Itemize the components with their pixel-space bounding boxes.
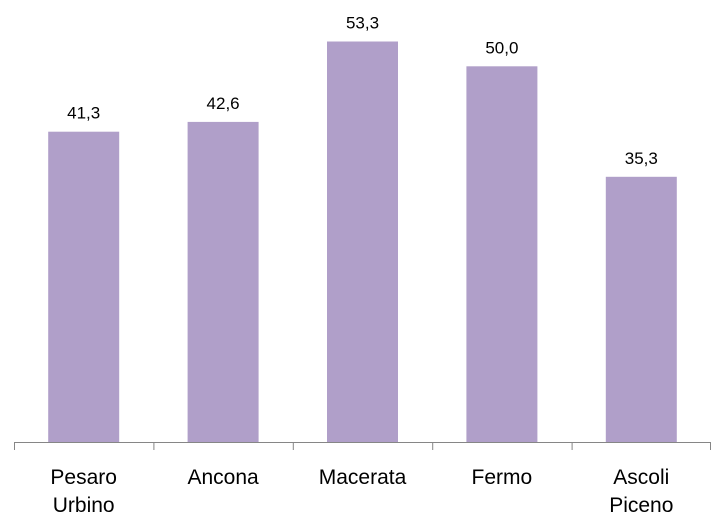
x-tick-label-1: Pesaro Urbino (50, 466, 117, 517)
x-tick-label-line: Fermo (472, 466, 533, 489)
bar-1 (48, 131, 120, 442)
x-tick-label-line: Macerata (319, 466, 407, 489)
x-tick-label-2: Ancona (187, 466, 259, 489)
x-axis (14, 442, 711, 450)
x-tick-label-4: Fermo (472, 466, 533, 489)
bar-2 (187, 121, 259, 443)
value-label-3: 53,3 (346, 14, 379, 33)
value-label-2: 42,6 (207, 94, 240, 113)
value-label-1: 41,3 (67, 104, 100, 123)
x-tick-label-line: Urbino (53, 494, 115, 517)
bar-3 (327, 41, 398, 442)
value-label-5: 35,3 (625, 149, 658, 168)
bars-layer (48, 41, 677, 443)
x-tick-label-line: Ancona (187, 466, 259, 489)
x-tick-label-5: Ascoli Piceno (609, 466, 673, 517)
x-tick-label-line: Ascoli (613, 466, 669, 489)
x-tick-label-line: Pesaro (50, 466, 117, 489)
x-tick-labels: Pesaro Urbino Ancona Macerata Fermo Ascoli Pic… (50, 466, 673, 517)
value-labels-layer: 41,3 42,6 53,3 50,0 35,3 (67, 14, 658, 168)
x-tick-label-3: Macerata (319, 466, 407, 489)
x-tick-label-line: Piceno (609, 494, 673, 517)
bar-5 (605, 176, 677, 443)
bar-4 (466, 66, 538, 443)
value-label-4: 50,0 (485, 38, 518, 57)
